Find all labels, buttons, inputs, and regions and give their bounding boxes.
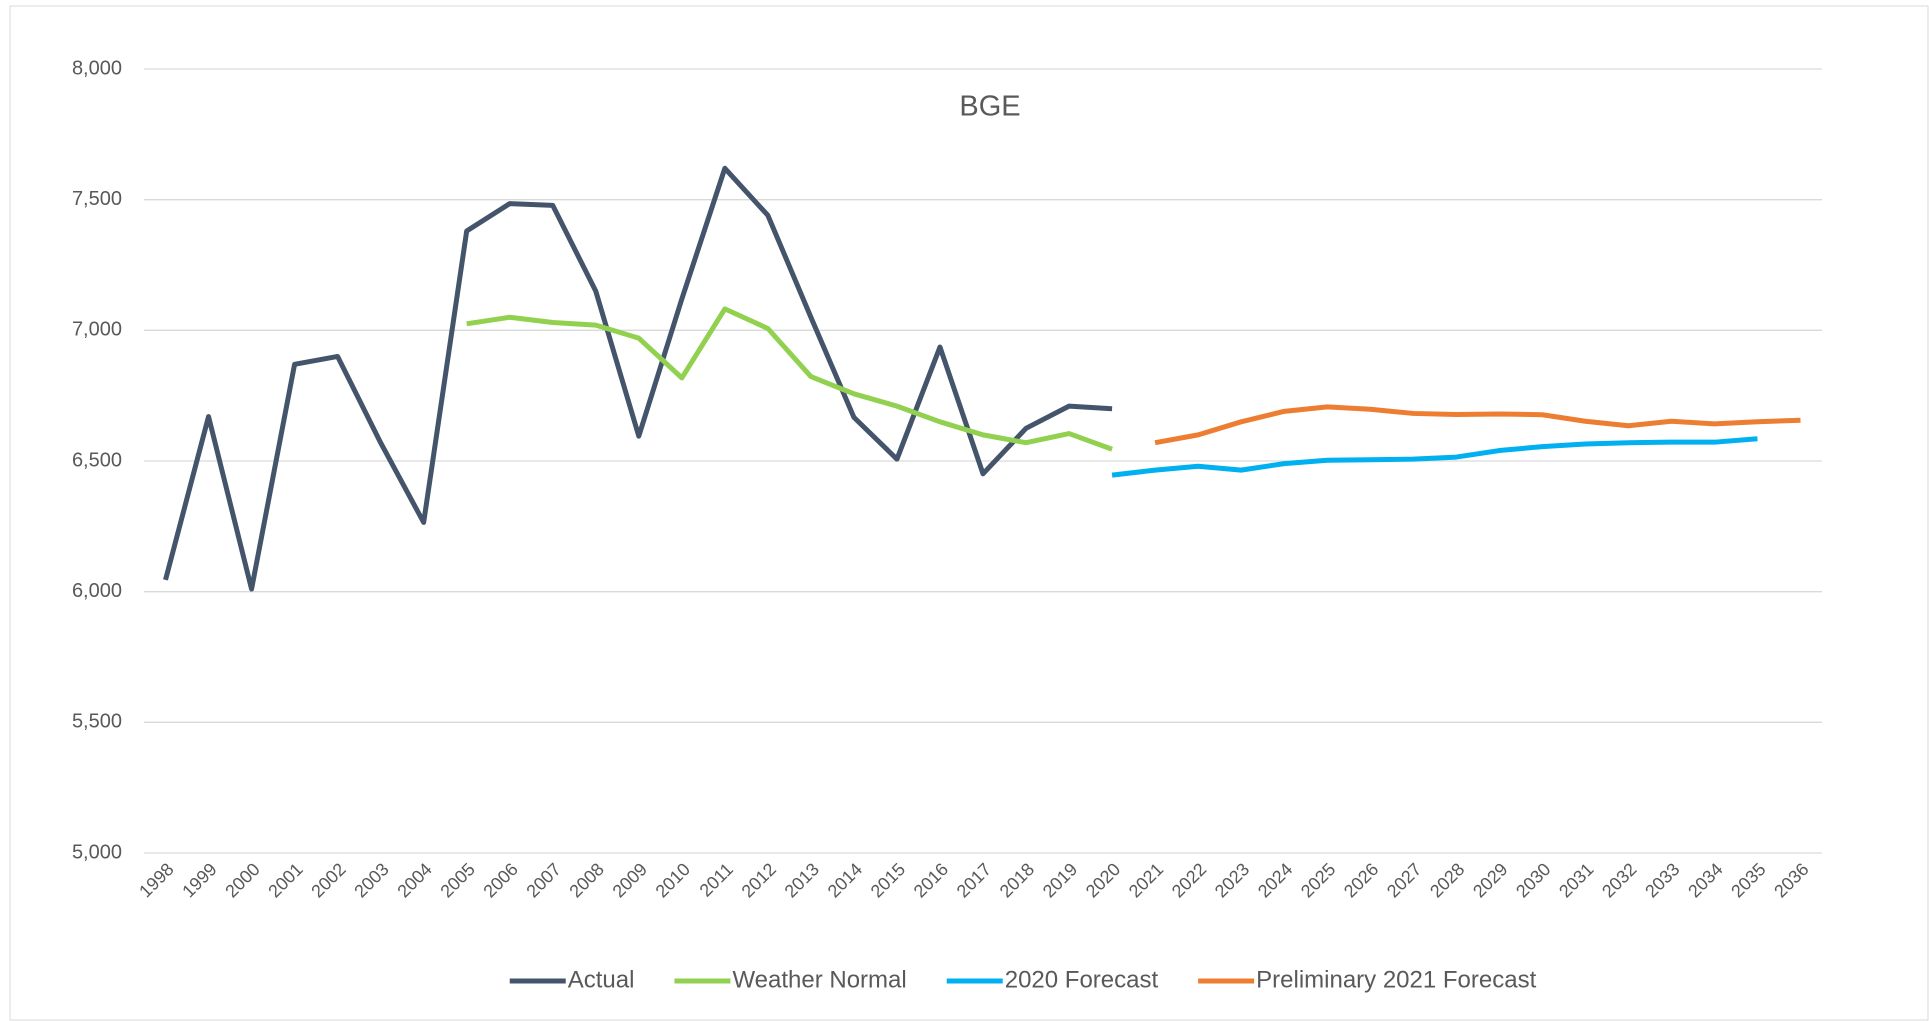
series-line <box>1154 404 1801 446</box>
legend-label: Preliminary 2021 Forecast <box>1256 966 1536 993</box>
y-tick-label: 7,000 <box>72 319 122 341</box>
legend-label: Actual <box>568 966 635 993</box>
chart-title: BGE <box>959 91 1020 123</box>
chart-frame <box>9 5 1929 1021</box>
series-line <box>1111 436 1758 478</box>
series-line <box>163 165 1113 592</box>
y-tick-label: 6,000 <box>72 580 122 602</box>
y-tick-label: 6,500 <box>72 449 122 471</box>
legend-label: Weather Normal <box>732 966 906 993</box>
y-tick-label: 5,000 <box>72 841 122 863</box>
legend-label: 2020 Forecast <box>1005 966 1159 993</box>
y-tick-label: 5,500 <box>72 711 122 733</box>
y-tick-label: 7,500 <box>72 188 122 210</box>
series-line <box>466 306 1113 452</box>
y-tick-label: 8,000 <box>72 57 122 79</box>
